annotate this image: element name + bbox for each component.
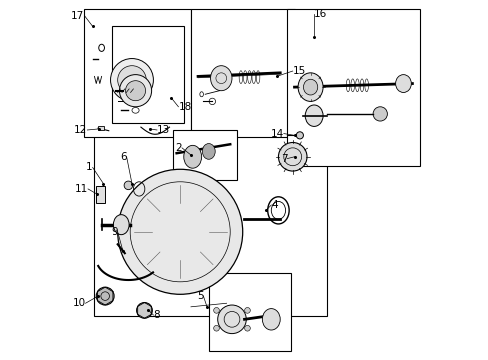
Text: 16: 16 <box>313 9 327 19</box>
Bar <box>190 9 294 137</box>
Ellipse shape <box>118 66 146 94</box>
Text: 1: 1 <box>86 162 93 172</box>
Text: 4: 4 <box>271 200 277 210</box>
Ellipse shape <box>278 143 306 171</box>
Text: 17: 17 <box>71 11 84 21</box>
Ellipse shape <box>262 309 280 330</box>
Bar <box>96 186 105 203</box>
Bar <box>208 273 290 351</box>
Ellipse shape <box>210 66 231 91</box>
Ellipse shape <box>298 73 323 102</box>
Text: 10: 10 <box>72 298 85 308</box>
Text: 6: 6 <box>120 152 126 162</box>
Bar <box>94 130 326 316</box>
Text: 13: 13 <box>157 125 170 135</box>
Ellipse shape <box>372 107 386 121</box>
Ellipse shape <box>395 75 410 93</box>
Text: 2: 2 <box>175 143 182 153</box>
Text: 18: 18 <box>178 102 191 112</box>
Ellipse shape <box>305 105 323 126</box>
Bar <box>287 9 419 166</box>
Ellipse shape <box>213 307 219 313</box>
Text: 8: 8 <box>153 310 160 320</box>
Text: 12: 12 <box>74 125 87 135</box>
Text: 9: 9 <box>111 227 118 237</box>
Ellipse shape <box>119 75 151 107</box>
Ellipse shape <box>244 307 250 313</box>
Text: 14: 14 <box>270 129 283 139</box>
Ellipse shape <box>113 215 129 235</box>
Bar <box>173 130 237 180</box>
Bar <box>112 26 183 123</box>
Ellipse shape <box>124 181 132 190</box>
Ellipse shape <box>136 302 152 318</box>
Circle shape <box>118 169 242 294</box>
Ellipse shape <box>296 132 303 139</box>
Ellipse shape <box>202 144 215 159</box>
Text: 15: 15 <box>292 66 305 76</box>
Ellipse shape <box>213 325 219 331</box>
Ellipse shape <box>96 287 114 305</box>
Ellipse shape <box>303 79 317 95</box>
Text: 7: 7 <box>280 154 287 163</box>
Ellipse shape <box>125 81 145 101</box>
Ellipse shape <box>217 305 246 334</box>
Ellipse shape <box>110 59 153 102</box>
Bar <box>83 9 190 137</box>
Text: 5: 5 <box>196 291 203 301</box>
Ellipse shape <box>183 145 201 168</box>
Text: 11: 11 <box>75 184 88 194</box>
Bar <box>98 126 104 130</box>
Ellipse shape <box>244 325 250 331</box>
